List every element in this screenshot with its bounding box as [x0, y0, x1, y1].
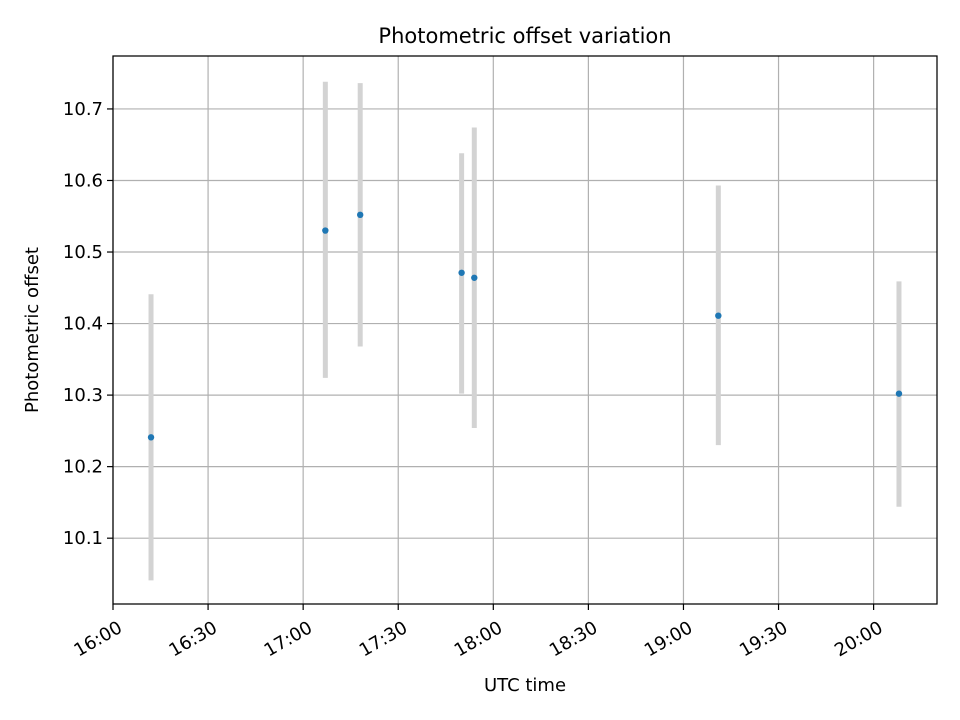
data-point	[471, 274, 478, 281]
y-tick-label: 10.3	[63, 385, 103, 406]
data-point	[715, 312, 722, 319]
y-tick-label: 10.2	[63, 457, 103, 478]
y-axis-label: Photometric offset	[22, 247, 43, 413]
plot-frame	[112, 55, 938, 605]
data-point	[458, 269, 465, 276]
data-point	[322, 227, 329, 234]
data-point	[147, 434, 155, 441]
y-tick-label: 10.4	[63, 314, 103, 335]
y-tick-label: 10.1	[63, 528, 103, 549]
data-points	[147, 211, 903, 441]
grid	[112, 56, 937, 604]
y-tick-label: 10.7	[63, 99, 103, 120]
y-tick-label: 10.5	[63, 242, 103, 263]
y-tick-label: 10.6	[63, 170, 103, 191]
data-point	[357, 211, 364, 219]
x-axis-label: UTC time	[484, 675, 566, 696]
chart-title: Photometric offset variation	[378, 24, 671, 48]
data-point	[895, 390, 903, 397]
